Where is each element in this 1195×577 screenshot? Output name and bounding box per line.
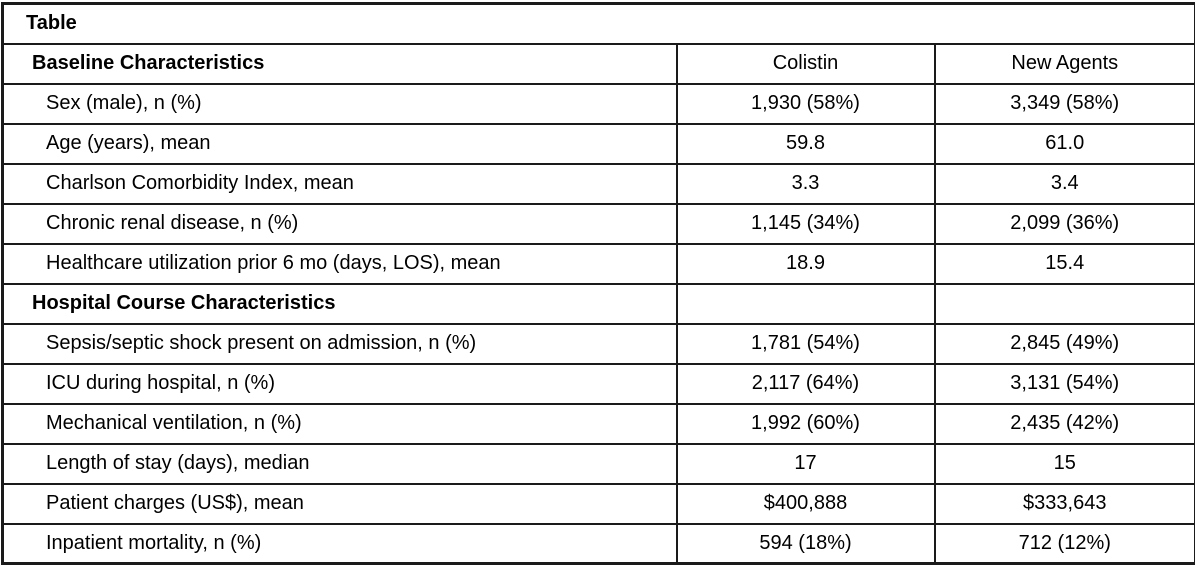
row-label-sex: Sex (male), n (%)	[3, 84, 677, 124]
characteristics-table: Table Baseline Characteristics Colistin …	[1, 2, 1195, 565]
row-label-charlson-index: Charlson Comorbidity Index, mean	[3, 164, 677, 204]
row-value-utilization-colistin: 18.9	[677, 244, 935, 284]
row-value-ventilation-colistin: 1,992 (60%)	[677, 404, 935, 444]
row-value-icu-colistin: 2,117 (64%)	[677, 364, 935, 404]
table-row-inpatient-mortality: Inpatient mortality, n (%) 594 (18%) 712…	[3, 524, 1195, 564]
row-value-los-new-agents: 15	[935, 444, 1195, 484]
row-value-ventilation-new-agents: 2,435 (42%)	[935, 404, 1195, 444]
row-value-sex-new-agents: 3,349 (58%)	[935, 84, 1195, 124]
table-header-row: Baseline Characteristics Colistin New Ag…	[3, 44, 1195, 84]
row-value-utilization-new-agents: 15.4	[935, 244, 1195, 284]
row-value-charges-new-agents: $333,643	[935, 484, 1195, 524]
row-label-length-of-stay: Length of stay (days), median	[3, 444, 677, 484]
row-value-renal-new-agents: 2,099 (36%)	[935, 204, 1195, 244]
row-value-charges-colistin: $400,888	[677, 484, 935, 524]
column-header-new-agents: New Agents	[935, 44, 1195, 84]
section-empty-colistin	[677, 284, 935, 324]
row-value-mortality-colistin: 594 (18%)	[677, 524, 935, 564]
row-value-charlson-colistin: 3.3	[677, 164, 935, 204]
table-row-healthcare-utilization: Healthcare utilization prior 6 mo (days,…	[3, 244, 1195, 284]
row-value-sepsis-colistin: 1,781 (54%)	[677, 324, 935, 364]
table-row-patient-charges: Patient charges (US$), mean $400,888 $33…	[3, 484, 1195, 524]
column-header-baseline-characteristics: Baseline Characteristics	[3, 44, 677, 84]
row-label-chronic-renal-disease: Chronic renal disease, n (%)	[3, 204, 677, 244]
row-label-patient-charges: Patient charges (US$), mean	[3, 484, 677, 524]
row-label-healthcare-utilization: Healthcare utilization prior 6 mo (days,…	[3, 244, 677, 284]
row-value-charlson-new-agents: 3.4	[935, 164, 1195, 204]
table-row-sepsis: Sepsis/septic shock present on admission…	[3, 324, 1195, 364]
row-value-renal-colistin: 1,145 (34%)	[677, 204, 935, 244]
row-label-icu: ICU during hospital, n (%)	[3, 364, 677, 404]
row-value-sepsis-new-agents: 2,845 (49%)	[935, 324, 1195, 364]
row-value-icu-new-agents: 3,131 (54%)	[935, 364, 1195, 404]
table-row-chronic-renal-disease: Chronic renal disease, n (%) 1,145 (34%)…	[3, 204, 1195, 244]
row-value-sex-colistin: 1,930 (58%)	[677, 84, 935, 124]
column-header-colistin: Colistin	[677, 44, 935, 84]
section-empty-new-agents	[935, 284, 1195, 324]
row-label-inpatient-mortality: Inpatient mortality, n (%)	[3, 524, 677, 564]
row-value-mortality-new-agents: 712 (12%)	[935, 524, 1195, 564]
row-label-age: Age (years), mean	[3, 124, 677, 164]
table-title-row: Table	[3, 4, 1195, 44]
row-value-age-new-agents: 61.0	[935, 124, 1195, 164]
table-row-length-of-stay: Length of stay (days), median 17 15	[3, 444, 1195, 484]
table-row-age: Age (years), mean 59.8 61.0	[3, 124, 1195, 164]
table-section-row-hospital-course: Hospital Course Characteristics	[3, 284, 1195, 324]
table-row-charlson-index: Charlson Comorbidity Index, mean 3.3 3.4	[3, 164, 1195, 204]
row-value-age-colistin: 59.8	[677, 124, 935, 164]
table-row-mechanical-ventilation: Mechanical ventilation, n (%) 1,992 (60%…	[3, 404, 1195, 444]
row-label-sepsis: Sepsis/septic shock present on admission…	[3, 324, 677, 364]
row-value-los-colistin: 17	[677, 444, 935, 484]
section-header-hospital-course: Hospital Course Characteristics	[3, 284, 677, 324]
table-title: Table	[3, 4, 1195, 44]
row-label-mechanical-ventilation: Mechanical ventilation, n (%)	[3, 404, 677, 444]
table-row-icu: ICU during hospital, n (%) 2,117 (64%) 3…	[3, 364, 1195, 404]
table-row-sex: Sex (male), n (%) 1,930 (58%) 3,349 (58%…	[3, 84, 1195, 124]
